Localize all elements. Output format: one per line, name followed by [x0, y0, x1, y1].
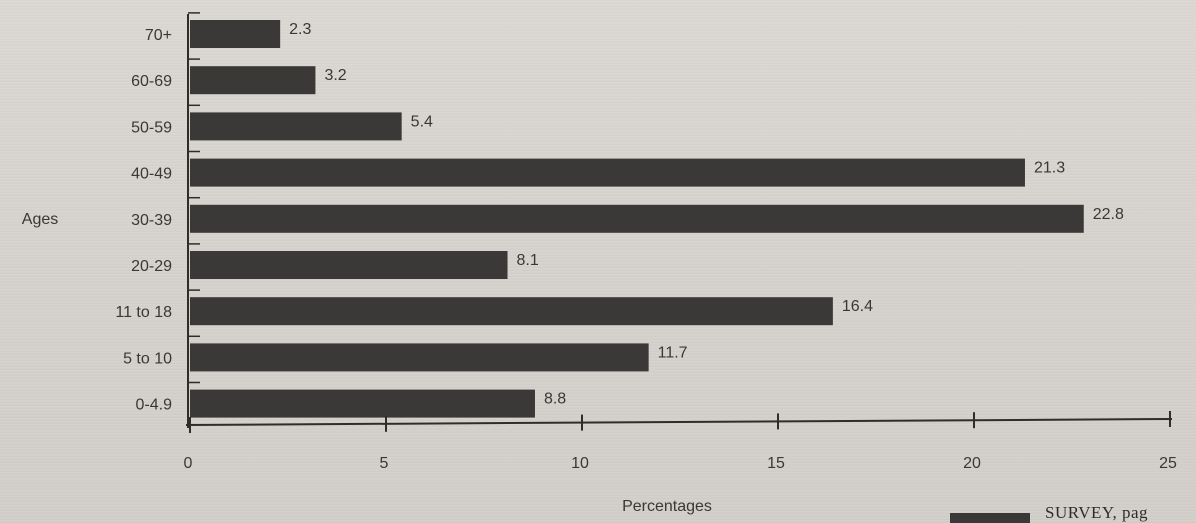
category-label: 70+: [145, 27, 172, 44]
bar-40-49: [190, 158, 1025, 187]
value-label: 2.3: [289, 21, 311, 38]
bar-11-to-18: [190, 297, 833, 326]
x-tick-label: 10: [571, 455, 589, 472]
value-label: 22.8: [1093, 206, 1124, 223]
x-tick-label: 0: [184, 455, 193, 472]
x-axis-title: Percentages: [622, 498, 712, 515]
category-label: 30-39: [131, 212, 172, 229]
x-tick-label: 15: [767, 455, 785, 472]
bar-0-4-9: [190, 389, 535, 418]
value-label: 8.8: [544, 391, 566, 408]
x-tick-label: 25: [1159, 455, 1177, 472]
category-label: 50-59: [131, 119, 172, 136]
category-label: 11 to 18: [115, 304, 172, 321]
category-label: 20-29: [131, 258, 172, 275]
bar-60-69: [190, 66, 316, 95]
labels-layer: 70+ 2.3 60-69 3.2 50-59 5.4 40-49 21.3 30-39 22.8…: [22, 21, 1177, 515]
category-label: 5 to 10: [123, 350, 172, 367]
bar-30-39: [190, 204, 1084, 233]
bar-50-59: [190, 112, 402, 141]
x-tick-label: 5: [380, 455, 389, 472]
value-label: 16.4: [842, 298, 873, 315]
value-label: 8.1: [517, 252, 539, 269]
value-label: 3.2: [324, 67, 346, 84]
caption-text: SURVEY, pag: [1045, 503, 1149, 522]
bar-20-29: [190, 251, 508, 279]
bars-layer: [190, 20, 1084, 418]
x-tick-label: 20: [963, 455, 981, 472]
x-axis-line: [185, 418, 1173, 426]
category-label: 40-49: [131, 166, 172, 183]
value-label: 11.7: [658, 344, 688, 361]
axes-layer: [185, 12, 1173, 433]
y-axis-title: Ages: [22, 211, 58, 228]
value-label: 21.3: [1034, 160, 1065, 177]
bar-5-to-10: [190, 343, 649, 372]
category-label: 0-4.9: [136, 397, 173, 414]
bar-70-: [190, 20, 281, 48]
value-label: 5.4: [411, 113, 433, 130]
category-label: 60-69: [131, 73, 172, 90]
caption-decorative-bar: [950, 513, 1030, 523]
